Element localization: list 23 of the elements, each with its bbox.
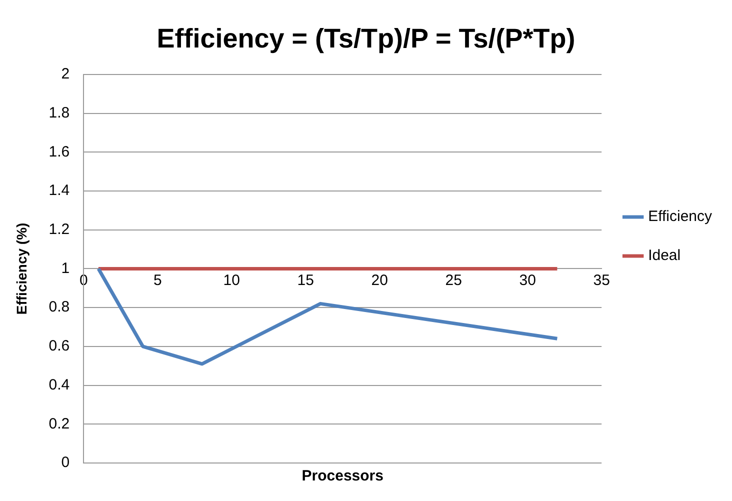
x-tick-label: 30 bbox=[519, 272, 536, 289]
x-tick-label: 20 bbox=[371, 272, 388, 289]
x-tick-label: 10 bbox=[223, 272, 240, 289]
y-tick-label: 2 bbox=[61, 66, 70, 83]
legend-label: Ideal bbox=[648, 247, 681, 264]
y-axis-title: Efficiency (%) bbox=[13, 222, 30, 315]
legend-label: Efficiency bbox=[648, 208, 712, 226]
x-tick-label: 15 bbox=[297, 272, 314, 289]
x-tick-label: 35 bbox=[593, 272, 610, 289]
y-tick-label: 0.6 bbox=[48, 338, 70, 355]
x-axis-title: Processors bbox=[302, 468, 384, 485]
y-tick-label: 1 bbox=[61, 260, 70, 277]
chart-title: Efficiency = (Ts/Tp)/P = Ts/(P*Tp) bbox=[156, 24, 576, 54]
y-tick-label: 0.4 bbox=[48, 376, 70, 394]
y-tick-label: 0 bbox=[61, 454, 70, 472]
y-tick-label: 1.4 bbox=[48, 182, 70, 200]
y-tick-label: 1.8 bbox=[48, 104, 70, 122]
y-tick-label: 1.2 bbox=[48, 220, 70, 238]
y-tick-label: 0.8 bbox=[48, 298, 70, 316]
y-tick-label: 0.2 bbox=[48, 415, 70, 432]
x-tick-label: 5 bbox=[153, 272, 162, 289]
x-tick-label: 25 bbox=[445, 272, 462, 289]
y-tick-label: 1.6 bbox=[48, 143, 70, 160]
